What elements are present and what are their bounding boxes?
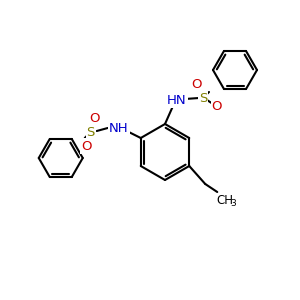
Text: O: O (192, 77, 202, 91)
Text: HN: HN (167, 94, 187, 106)
Text: 3: 3 (230, 200, 236, 208)
Text: NH: NH (109, 122, 129, 134)
Text: O: O (89, 112, 100, 124)
Text: O: O (212, 100, 222, 112)
Text: S: S (199, 92, 207, 104)
Text: S: S (87, 125, 95, 139)
Text: O: O (82, 140, 92, 152)
Text: CH: CH (217, 194, 234, 206)
